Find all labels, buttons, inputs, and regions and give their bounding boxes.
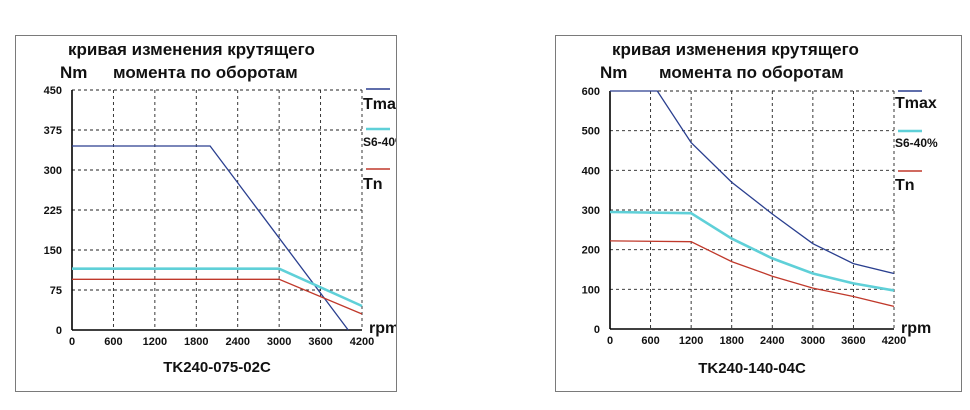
- y-axis-label: Nm: [60, 63, 87, 82]
- x-tick-label: 3000: [267, 336, 291, 348]
- chart-title-line1: кривая изменения крутящего: [68, 40, 315, 59]
- torque-chart-right-svg: кривая изменения крутящего момента по обо…: [582, 40, 938, 377]
- x-tick-label: 0: [607, 335, 613, 347]
- x-tick-label: 1200: [679, 335, 703, 347]
- model-caption: TK240-140-04C: [698, 360, 806, 377]
- y-tick-label: 400: [582, 165, 600, 177]
- x-tick-label: 3600: [308, 336, 332, 348]
- series-line-tmax: [72, 145, 349, 331]
- chart-title-line1: кривая изменения крутящего: [612, 40, 859, 59]
- x-tick-label: 4200: [350, 336, 374, 348]
- x-tick-label: 3000: [801, 335, 825, 347]
- series-line-tmax: [610, 90, 895, 275]
- legend-label-tn: Tn: [895, 177, 915, 194]
- x-tick-label: 1800: [719, 335, 743, 347]
- y-tick-label: 500: [582, 126, 600, 138]
- series-line-s6-40-: [609, 210, 895, 292]
- y-tick-label: 225: [44, 205, 62, 217]
- legend-label-tmax: Tmax: [363, 96, 396, 113]
- x-tick-label: 2400: [760, 335, 784, 347]
- legend-label-tmax: Tmax: [895, 95, 937, 112]
- series-line-s6-40-: [72, 267, 363, 308]
- series-line-tn: [72, 278, 363, 315]
- y-tick-label: 600: [582, 86, 600, 98]
- chart-title-line2: момента по оборотам: [659, 63, 844, 82]
- y-tick-label: 0: [56, 325, 62, 337]
- y-tick-label: 75: [50, 285, 62, 297]
- model-caption: TK240-075-02C: [163, 359, 271, 376]
- torque-chart-right: кривая изменения крутящего момента по обо…: [555, 35, 962, 392]
- legend-label-s6-40-: S6-40%: [363, 135, 396, 149]
- x-tick-label: 600: [104, 336, 122, 348]
- x-tick-label: 1800: [184, 336, 208, 348]
- y-tick-label: 150: [44, 245, 62, 257]
- x-tick-label: 0: [69, 336, 75, 348]
- torque-chart-left: кривая изменения крутящего момента по обо…: [15, 35, 397, 392]
- y-tick-label: 300: [44, 165, 62, 177]
- y-tick-label: 450: [44, 85, 62, 97]
- x-axis-label: rpm: [369, 320, 396, 337]
- y-tick-label: 300: [582, 205, 600, 217]
- x-tick-label: 600: [641, 335, 659, 347]
- x-tick-label: 3600: [841, 335, 865, 347]
- y-tick-label: 200: [582, 245, 600, 257]
- legend-label-tn: Tn: [363, 176, 383, 193]
- torque-chart-left-svg: кривая изменения крутящего момента по обо…: [44, 40, 396, 376]
- y-axis-label: Nm: [600, 63, 627, 82]
- chart-title-line2: момента по оборотам: [113, 63, 298, 82]
- x-tick-label: 2400: [225, 336, 249, 348]
- y-tick-label: 100: [582, 284, 600, 296]
- x-tick-label: 1200: [143, 336, 167, 348]
- x-tick-label: 4200: [882, 335, 906, 347]
- x-axis-label: rpm: [901, 320, 931, 337]
- y-tick-label: 375: [44, 125, 62, 137]
- y-tick-label: 0: [594, 324, 600, 336]
- series-line-tn: [609, 240, 895, 308]
- legend-label-s6-40-: S6-40%: [895, 136, 938, 150]
